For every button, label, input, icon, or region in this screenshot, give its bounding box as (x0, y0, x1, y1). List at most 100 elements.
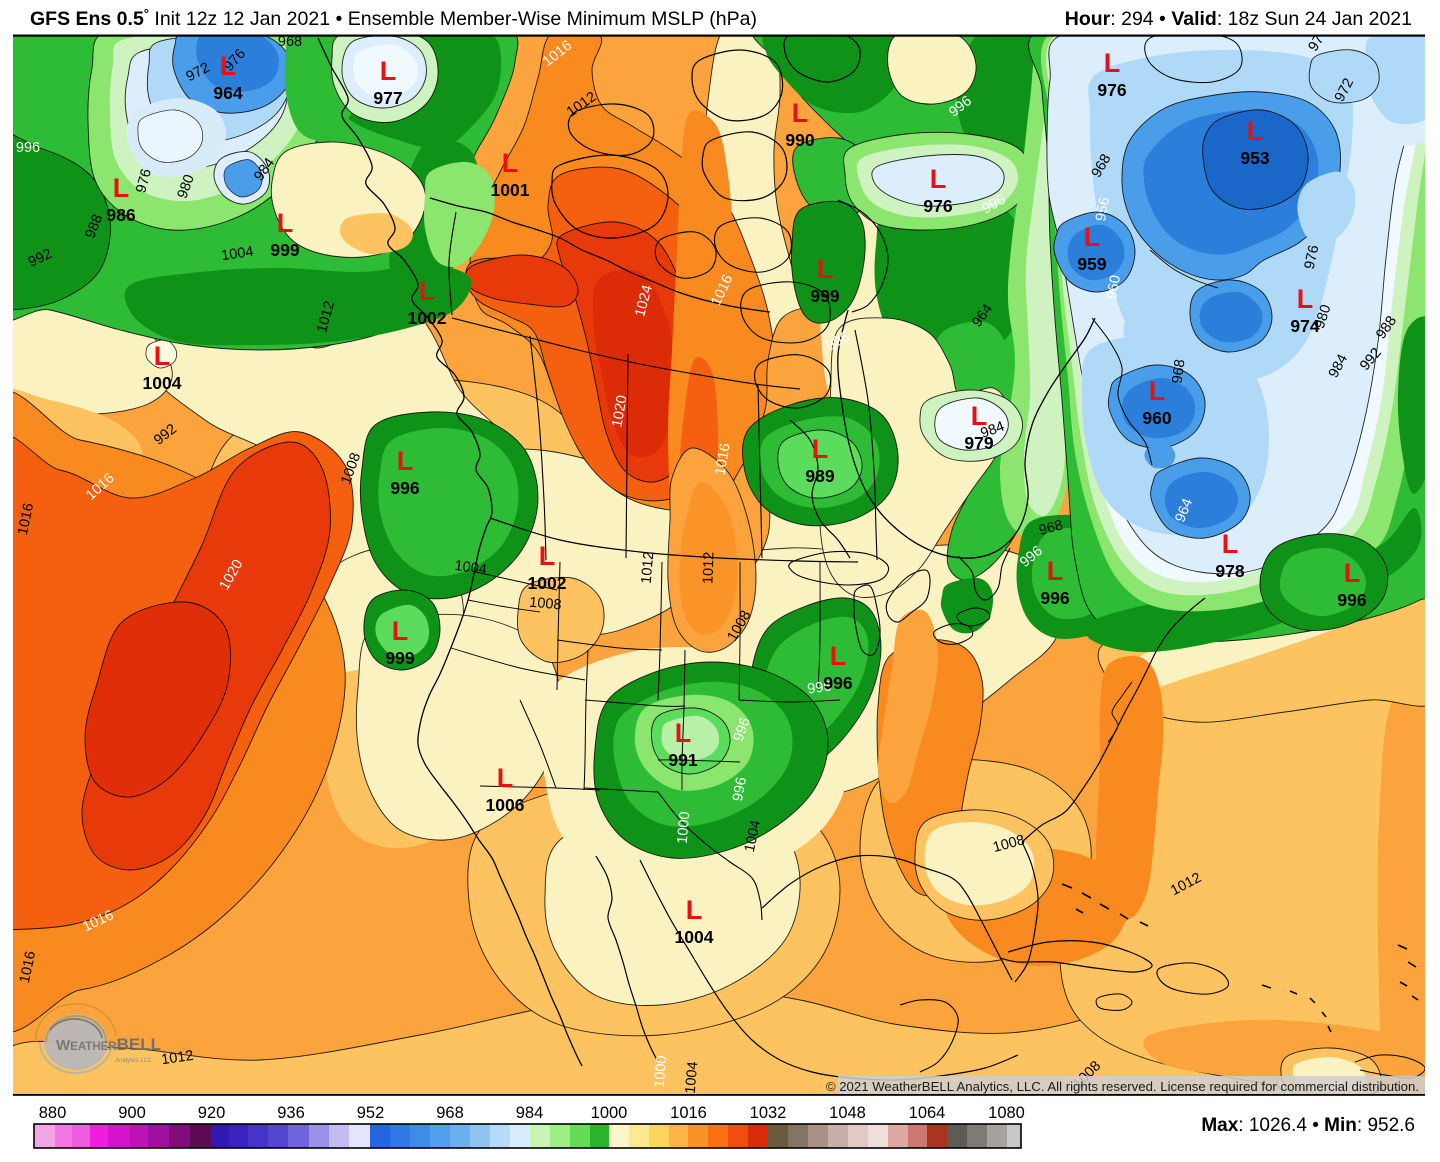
svg-text:999: 999 (385, 648, 414, 668)
svg-text:L: L (1247, 116, 1264, 146)
svg-text:1016: 1016 (670, 1104, 707, 1122)
svg-text:976: 976 (1302, 244, 1323, 271)
svg-text:1002: 1002 (528, 573, 567, 593)
svg-text:Max: 1026.4 • Min: 952.6: Max: 1026.4 • Min: 952.6 (1201, 1115, 1415, 1136)
svg-text:L: L (675, 718, 692, 748)
svg-text:L: L (397, 446, 414, 476)
svg-text:L: L (113, 173, 130, 203)
svg-text:984: 984 (516, 1104, 544, 1122)
svg-text:L: L (419, 276, 436, 306)
svg-text:© 2021 WeatherBELL Analytics,: © 2021 WeatherBELL Analytics, LLC. All r… (826, 1079, 1419, 1094)
svg-text:900: 900 (118, 1104, 146, 1122)
svg-text:L: L (497, 763, 514, 793)
svg-text:1008: 1008 (529, 595, 563, 614)
svg-text:999: 999 (810, 286, 839, 306)
svg-text:L: L (1297, 284, 1314, 314)
svg-text:GFS Ens 0.5° Init 12z 12 Jan 2: GFS Ens 0.5° Init 12z 12 Jan 2021 • Ense… (30, 6, 757, 30)
svg-text:1016: 1016 (15, 502, 37, 537)
svg-text:984: 984 (979, 419, 1007, 442)
svg-text:968: 968 (1169, 358, 1188, 384)
svg-text:1004: 1004 (683, 1061, 702, 1095)
svg-text:980: 980 (175, 173, 198, 201)
svg-text:1012: 1012 (639, 551, 658, 585)
svg-text:L: L (502, 148, 519, 178)
svg-text:L: L (392, 616, 409, 646)
svg-text:1004: 1004 (143, 373, 182, 393)
svg-text:956: 956 (1093, 196, 1113, 223)
svg-text:L: L (817, 254, 834, 284)
svg-text:990: 990 (785, 130, 814, 150)
svg-text:996: 996 (1337, 590, 1366, 610)
svg-text:1002: 1002 (408, 308, 447, 328)
svg-text:1016: 1016 (17, 950, 39, 985)
svg-text:L: L (812, 434, 829, 464)
svg-text:L: L (930, 164, 947, 194)
svg-text:L: L (686, 895, 703, 925)
svg-text:991: 991 (668, 750, 697, 770)
svg-text:1000: 1000 (591, 1104, 628, 1122)
svg-text:1020: 1020 (609, 394, 630, 429)
svg-text:1064: 1064 (909, 1104, 946, 1122)
svg-text:959: 959 (1077, 254, 1106, 274)
svg-text:L: L (539, 541, 556, 571)
svg-text:1006: 1006 (486, 795, 525, 815)
svg-text:1004: 1004 (675, 927, 714, 947)
svg-text:1004: 1004 (742, 819, 764, 854)
svg-text:976: 976 (923, 196, 952, 216)
svg-text:996: 996 (390, 478, 419, 498)
svg-text:952: 952 (357, 1104, 385, 1122)
svg-text:920: 920 (198, 1104, 226, 1122)
svg-text:996: 996 (823, 673, 852, 693)
svg-text:1012: 1012 (160, 1048, 194, 1068)
svg-text:1000: 1000 (675, 811, 694, 845)
svg-text:1000: 1000 (652, 1055, 671, 1089)
svg-text:1048: 1048 (829, 1104, 866, 1122)
svg-text:976: 976 (133, 167, 155, 195)
svg-text:974: 974 (1290, 316, 1319, 336)
svg-text:Hour: 294 • Valid: 18z Sun 24: Hour: 294 • Valid: 18z Sun 24 Jan 2021 (1065, 8, 1412, 30)
svg-text:977: 977 (373, 88, 402, 108)
svg-text:L: L (1084, 222, 1101, 252)
svg-text:L: L (971, 401, 988, 431)
svg-text:1001: 1001 (491, 180, 530, 200)
svg-text:L: L (154, 341, 171, 371)
svg-text:996: 996 (730, 776, 750, 803)
svg-text:936: 936 (277, 1104, 305, 1122)
svg-text:L: L (792, 98, 809, 128)
svg-text:986: 986 (106, 205, 135, 225)
svg-text:999: 999 (270, 240, 299, 260)
svg-text:968: 968 (278, 34, 302, 50)
svg-text:1004: 1004 (453, 558, 487, 578)
svg-text:L: L (1149, 376, 1166, 406)
svg-text:L: L (1047, 556, 1064, 586)
svg-text:996: 996 (806, 678, 832, 697)
svg-text:L: L (830, 641, 847, 671)
svg-text:L: L (1222, 529, 1239, 559)
svg-text:1012: 1012 (700, 551, 717, 584)
svg-text:L: L (380, 56, 397, 86)
svg-text:996: 996 (16, 140, 40, 156)
svg-text:968: 968 (436, 1104, 464, 1122)
svg-text:989: 989 (805, 466, 834, 486)
svg-text:1032: 1032 (750, 1104, 787, 1122)
svg-text:1016: 1016 (712, 442, 733, 477)
svg-text:L: L (220, 51, 237, 81)
svg-text:880: 880 (39, 1104, 67, 1122)
svg-text:Analytics LLC: Analytics LLC (115, 1058, 152, 1064)
svg-text:979: 979 (964, 433, 993, 453)
svg-text:980: 980 (1312, 303, 1335, 331)
svg-text:L: L (277, 208, 294, 238)
svg-text:953: 953 (1240, 148, 1269, 168)
svg-text:L: L (1344, 558, 1361, 588)
svg-text:964: 964 (213, 83, 242, 103)
svg-text:996: 996 (731, 716, 754, 744)
svg-text:996: 996 (1040, 588, 1069, 608)
svg-text:968: 968 (1037, 517, 1065, 539)
svg-text:960: 960 (1104, 274, 1124, 301)
svg-text:960: 960 (1142, 408, 1171, 428)
svg-text:1080: 1080 (988, 1104, 1025, 1122)
svg-text:978: 978 (1215, 561, 1244, 581)
svg-text:L: L (1104, 48, 1121, 78)
svg-text:1004: 1004 (220, 244, 254, 264)
svg-text:976: 976 (1097, 80, 1126, 100)
